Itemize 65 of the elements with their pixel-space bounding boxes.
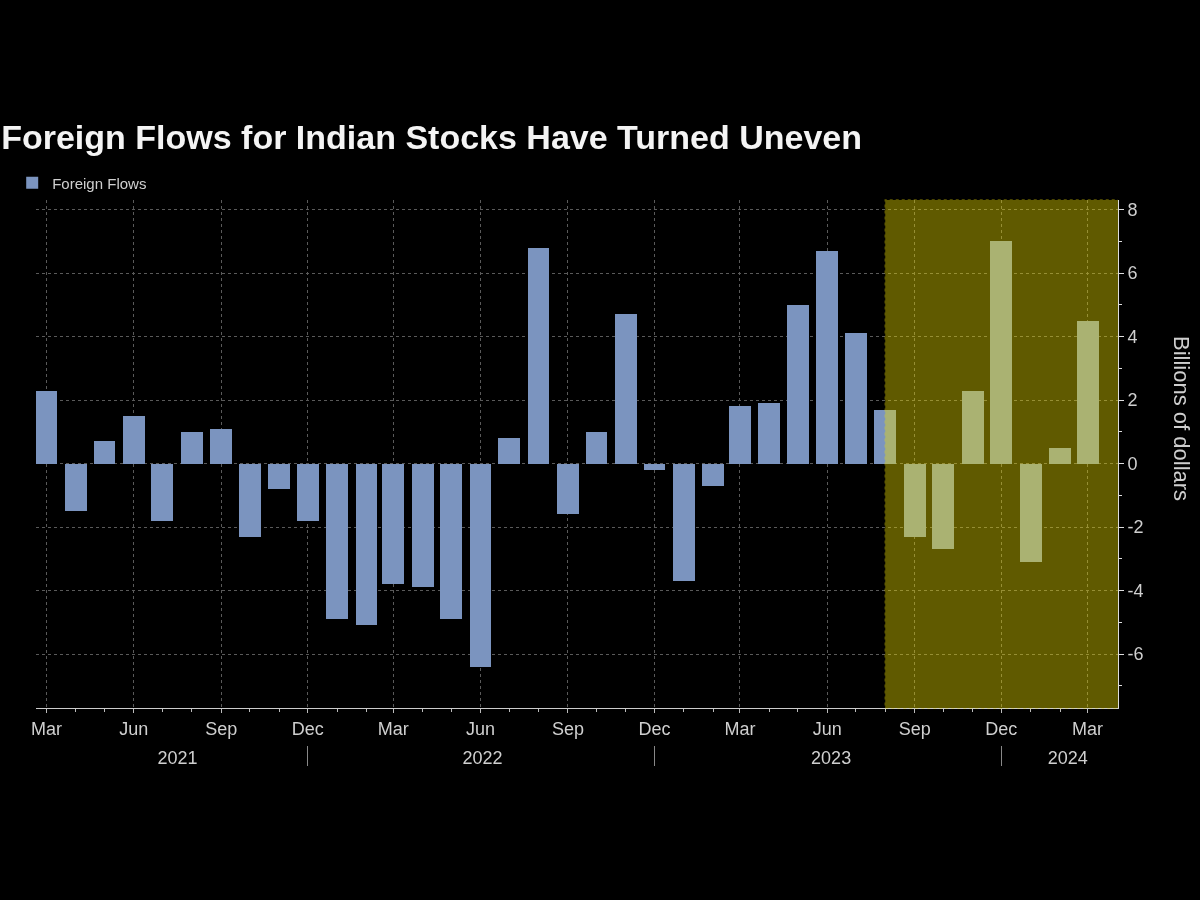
bar xyxy=(1076,320,1099,464)
bar xyxy=(702,463,725,486)
bar xyxy=(1049,447,1071,464)
x-tick-label: Mar xyxy=(377,718,409,739)
bar xyxy=(527,247,550,464)
x-tick-label: Mar xyxy=(30,718,62,739)
bar xyxy=(151,463,174,521)
bar xyxy=(844,333,867,464)
bar xyxy=(498,438,520,464)
bar xyxy=(382,463,405,585)
y-tick-label: -6 xyxy=(1127,644,1144,665)
y-tick-label: 6 xyxy=(1127,263,1138,284)
y-tick-label: -4 xyxy=(1127,580,1144,601)
bar xyxy=(932,463,955,550)
x-tick-label: Jun xyxy=(119,718,149,739)
bar xyxy=(990,241,1013,464)
x-tick-label: Dec xyxy=(985,718,1018,739)
y-tick-label: 8 xyxy=(1127,199,1138,220)
y-tick-label: 4 xyxy=(1127,326,1138,347)
bar xyxy=(786,304,809,464)
bar xyxy=(874,409,897,464)
x-tick-label: Sep xyxy=(551,718,584,739)
x-tick-label: Mar xyxy=(724,718,756,739)
bar xyxy=(93,441,116,464)
bar xyxy=(355,463,378,626)
bar xyxy=(672,463,695,581)
bar xyxy=(440,463,463,620)
bar xyxy=(180,431,203,464)
x-tick-label: Dec xyxy=(638,718,671,739)
x-tick-label: Jun xyxy=(812,718,842,739)
bar xyxy=(643,463,666,470)
bar xyxy=(557,463,579,515)
bar xyxy=(758,403,781,464)
bar xyxy=(296,463,319,521)
y-tick-label: 0 xyxy=(1127,453,1138,474)
x-tick-label: Sep xyxy=(205,718,238,739)
bar xyxy=(210,428,233,464)
bar xyxy=(961,390,984,464)
y-tick-label: -2 xyxy=(1127,517,1144,538)
chart-title: Foreign Flows for Indian Stocks Have Turned Uneven xyxy=(1,117,863,156)
bar xyxy=(615,314,637,464)
bar xyxy=(729,406,751,464)
x-tick-label: Dec xyxy=(291,718,324,739)
x2-tick-label: 2023 xyxy=(811,748,852,768)
x-tick-label: Sep xyxy=(898,718,931,739)
x2-tick-label: 2024 xyxy=(1047,748,1088,768)
bar xyxy=(1019,463,1042,562)
y-tick-label: 2 xyxy=(1127,390,1138,411)
bar xyxy=(65,463,87,512)
x2-tick-label: 2022 xyxy=(462,748,503,768)
bar xyxy=(122,415,145,464)
bar xyxy=(585,431,608,464)
bar xyxy=(411,463,434,588)
bar xyxy=(816,250,839,464)
x-tick-label: Jun xyxy=(466,718,496,739)
bar xyxy=(469,463,492,667)
x-tick-label: Mar xyxy=(1072,718,1104,739)
bar xyxy=(326,463,349,620)
bar xyxy=(238,463,261,537)
legend-label: Foreign Flows xyxy=(52,174,147,192)
bar xyxy=(903,463,926,537)
bar xyxy=(268,463,291,489)
y-axis-title: Billions of dollars xyxy=(1169,336,1194,502)
x2-tick-label: 2021 xyxy=(157,748,198,768)
bar xyxy=(36,390,58,464)
